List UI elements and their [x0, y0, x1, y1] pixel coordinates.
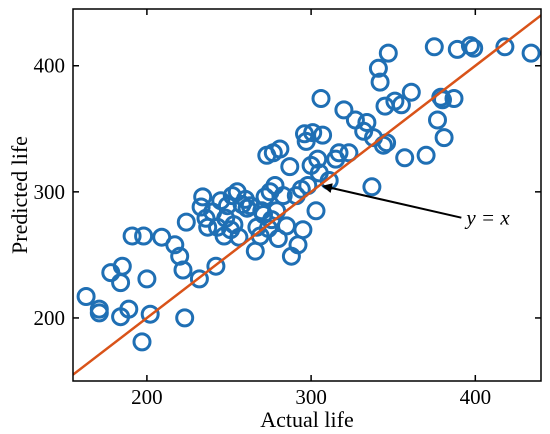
data-point — [273, 186, 293, 206]
data-point — [464, 38, 484, 58]
identity-line — [73, 14, 541, 376]
data-point — [368, 58, 388, 78]
x-tick-label: 300 — [295, 385, 327, 409]
data-point — [112, 256, 132, 276]
data-point — [395, 148, 415, 168]
data-point — [339, 143, 359, 163]
point-layer — [76, 36, 541, 352]
data-point — [165, 235, 185, 255]
data-point — [391, 95, 411, 115]
data-point — [206, 256, 226, 276]
axis-ticks: 200 300 400 200 300 400 — [34, 9, 541, 409]
data-point — [175, 308, 195, 328]
data-point — [134, 226, 154, 246]
x-axis-label: Actual life — [260, 407, 353, 432]
data-point — [329, 143, 349, 163]
data-point — [245, 241, 265, 261]
data-point — [370, 72, 390, 92]
data-point — [255, 187, 275, 207]
data-point — [111, 273, 131, 293]
data-point — [378, 43, 398, 63]
data-point — [277, 216, 296, 236]
data-point — [311, 89, 331, 108]
annotation-label: y = x — [464, 206, 510, 230]
data-point — [460, 36, 480, 56]
data-point — [240, 196, 260, 216]
data-point — [521, 43, 541, 63]
data-point — [189, 269, 209, 289]
data-point — [303, 123, 323, 143]
annotation-arrow — [322, 183, 462, 219]
data-point — [334, 100, 354, 120]
data-point — [416, 145, 436, 165]
y-axis-label: Predicted life — [7, 136, 32, 254]
y-tick-label: 300 — [34, 180, 66, 204]
y-tick-label: 400 — [34, 54, 66, 78]
data-point — [401, 82, 421, 102]
data-point — [270, 139, 290, 159]
data-point — [362, 177, 382, 197]
data-point — [193, 187, 213, 207]
x-tick-label: 400 — [460, 385, 492, 409]
data-point — [122, 226, 142, 246]
data-point — [132, 332, 152, 352]
x-tick-label: 200 — [131, 385, 163, 409]
data-point — [357, 113, 377, 132]
data-point — [173, 260, 193, 280]
data-point — [424, 37, 444, 57]
data-point — [293, 220, 313, 240]
data-point — [119, 299, 139, 319]
data-point — [191, 197, 211, 217]
data-point — [295, 124, 314, 144]
data-point — [137, 269, 157, 289]
data-point — [313, 125, 333, 145]
data-point — [258, 218, 278, 238]
data-point — [280, 157, 300, 177]
data-point — [76, 287, 96, 306]
data-point — [140, 304, 160, 324]
data-point — [229, 227, 249, 247]
data-point — [308, 149, 328, 169]
plot-frame — [72, 8, 542, 382]
data-point — [495, 37, 515, 57]
data-point — [89, 299, 109, 319]
data-point — [434, 128, 454, 148]
data-point — [306, 201, 326, 221]
data-point — [444, 89, 464, 108]
y-tick-label: 200 — [34, 306, 66, 330]
data-point — [176, 212, 196, 232]
data-point — [428, 110, 447, 130]
